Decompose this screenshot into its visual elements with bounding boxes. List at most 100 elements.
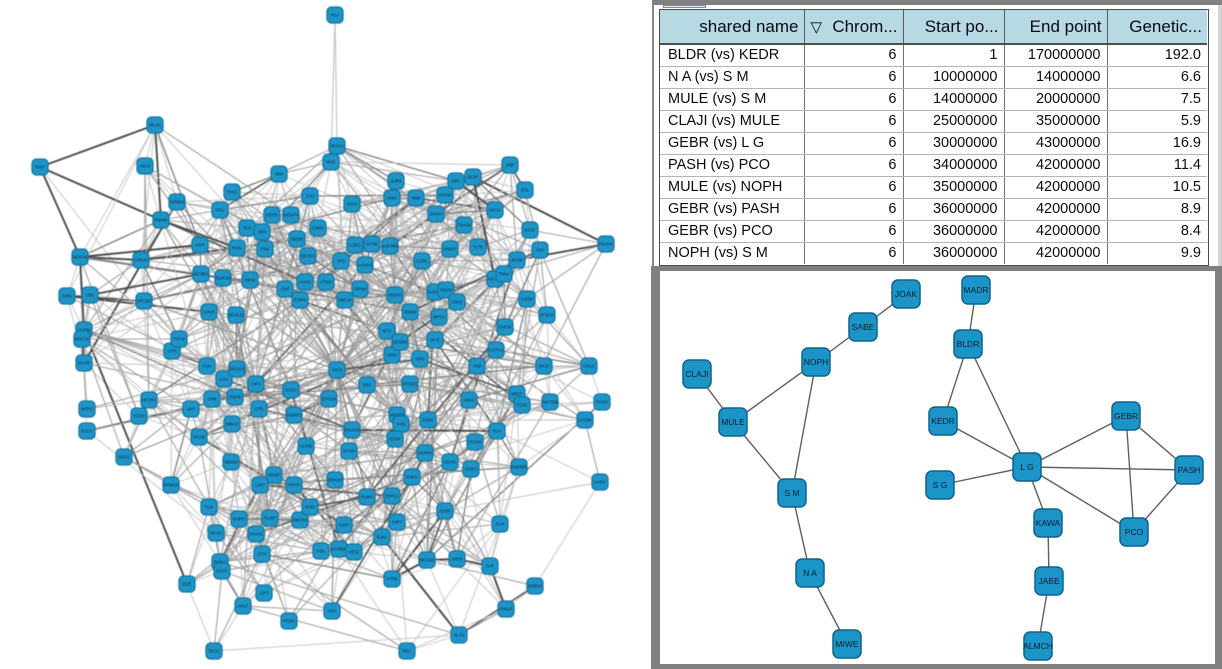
svg-text:KIWS: KIWS <box>423 418 434 423</box>
svg-text:MPOJ: MPOJ <box>433 315 445 320</box>
svg-text:EHPG: EHPG <box>233 517 245 522</box>
svg-text:BCKLB: BCKLB <box>229 313 243 318</box>
svg-text:RPVU: RPVU <box>386 494 398 499</box>
svg-text:IOUV: IOUV <box>347 202 357 207</box>
svg-text:GEBR: GEBR <box>1114 411 1138 421</box>
svg-text:CLAJI: CLAJI <box>685 369 708 379</box>
svg-text:OVFW: OVFW <box>499 325 512 330</box>
svg-text:LNAO: LNAO <box>299 280 311 285</box>
svg-text:VFKRP: VFKRP <box>390 413 404 418</box>
svg-text:PCO: PCO <box>1125 527 1144 537</box>
svg-text:LVDW: LVDW <box>521 297 533 302</box>
svg-text:VJIS: VJIS <box>397 422 406 427</box>
svg-text:CGRL: CGRL <box>416 259 428 264</box>
svg-text:WPBIN: WPBIN <box>170 200 184 205</box>
svg-text:UMF: UMF <box>505 163 515 168</box>
svg-text:OPB: OPB <box>208 397 217 402</box>
svg-text:FKOH: FKOH <box>596 400 608 405</box>
svg-text:SLOJ: SLOJ <box>454 633 464 638</box>
svg-text:RPMCN: RPMCN <box>163 483 178 488</box>
svg-text:N A: N A <box>803 568 817 578</box>
svg-text:NMPBR: NMPBR <box>511 465 526 470</box>
svg-text:HOFB: HOFB <box>229 395 241 400</box>
svg-text:RLMP: RLMP <box>264 516 276 521</box>
svg-text:NEET: NEET <box>511 392 523 397</box>
svg-text:HFORV: HFORV <box>142 398 157 403</box>
svg-text:OJNT: OJNT <box>339 523 350 528</box>
svg-text:KFGM: KFGM <box>343 449 356 454</box>
svg-text:GHH: GHH <box>387 353 396 358</box>
svg-text:RLA: RLA <box>493 429 501 434</box>
svg-text:DKVC: DKVC <box>210 531 222 536</box>
svg-text:POWJ: POWJ <box>283 619 295 624</box>
svg-text:RPFP: RPFP <box>288 483 299 488</box>
svg-text:MTV: MTV <box>383 329 392 334</box>
svg-text:BLTP: BLTP <box>468 175 478 180</box>
svg-text:HIFV: HIFV <box>251 382 261 387</box>
svg-text:SFR: SFR <box>258 230 266 235</box>
svg-text:ALMCH: ALMCH <box>1023 641 1053 651</box>
svg-text:NAMBN: NAMBN <box>331 547 346 552</box>
svg-text:MAFIV: MAFIV <box>331 144 344 149</box>
svg-text:VDKRC: VDKRC <box>287 413 302 418</box>
svg-text:VPS: VPS <box>337 259 346 264</box>
svg-text:VMA: VMA <box>274 172 283 177</box>
svg-text:MKSSG: MKSSG <box>419 558 434 563</box>
svg-text:SDUV: SDUV <box>118 455 130 460</box>
svg-text:NDG: NDG <box>326 160 335 165</box>
svg-text:KAWA: KAWA <box>1036 518 1061 528</box>
svg-text:OLBUW: OLBUW <box>215 276 230 281</box>
svg-text:AKRPP: AKRPP <box>418 451 432 456</box>
svg-text:LOUH: LOUH <box>203 310 215 315</box>
svg-text:HCUJ: HCUJ <box>489 208 500 213</box>
svg-text:JOAK: JOAK <box>895 289 918 299</box>
svg-text:KMV: KMV <box>35 165 44 170</box>
svg-text:FLN: FLN <box>205 505 213 510</box>
svg-text:KUH: KUH <box>203 364 212 369</box>
svg-text:UVDM: UVDM <box>78 328 91 333</box>
svg-text:S G: S G <box>933 480 948 490</box>
svg-text:EUUR: EUUR <box>78 361 90 366</box>
svg-text:JVBU: JVBU <box>62 294 73 299</box>
svg-text:JABE: JABE <box>1038 576 1060 586</box>
svg-text:KEDR: KEDR <box>931 416 955 426</box>
svg-text:NOPH: NOPH <box>804 357 829 367</box>
svg-text:DWJUG: DWJUG <box>344 428 359 433</box>
svg-text:MADR: MADR <box>963 285 988 295</box>
svg-text:TGSC: TGSC <box>516 403 528 408</box>
svg-text:EJCA: EJCA <box>82 429 93 434</box>
svg-text:TOOH: TOOH <box>133 414 145 419</box>
svg-text:LAU: LAU <box>220 377 228 382</box>
svg-text:BRKSP: BRKSP <box>328 478 342 483</box>
svg-text:EVPN: EVPN <box>294 298 305 303</box>
svg-text:NWE: NWE <box>411 196 421 201</box>
svg-text:KOITI: KOITI <box>217 569 228 574</box>
svg-text:SRJA: SRJA <box>539 364 550 369</box>
svg-text:CWNI: CWNI <box>312 226 323 231</box>
svg-text:VTKO: VTKO <box>320 280 332 285</box>
svg-text:LVET: LVET <box>255 483 266 488</box>
svg-text:MUDD: MUDD <box>389 293 402 298</box>
svg-text:JLAK: JLAK <box>495 522 505 527</box>
svg-text:NEJJ: NEJJ <box>140 164 150 169</box>
svg-text:VODF: VODF <box>389 437 401 442</box>
svg-text:TVPW: TVPW <box>173 337 185 342</box>
svg-text:ASU: ASU <box>536 248 545 253</box>
svg-text:GPD: GPD <box>415 357 424 362</box>
svg-text:KKH: KKH <box>328 609 337 614</box>
svg-text:GSFWM: GSFWM <box>382 244 399 249</box>
svg-text:BLDR: BLDR <box>957 339 980 349</box>
svg-text:NNGVA: NNGVA <box>75 337 90 342</box>
svg-text:TNVUK: TNVUK <box>457 223 471 228</box>
svg-text:UKF: UKF <box>187 407 196 412</box>
svg-text:JURS: JURS <box>391 179 402 184</box>
svg-text:EJKL: EJKL <box>377 535 388 540</box>
svg-text:UTN: UTN <box>168 349 177 354</box>
svg-text:OTVAR: OTVAR <box>322 397 336 402</box>
svg-text:L G: L G <box>1020 462 1033 472</box>
svg-text:TKVC: TKVC <box>226 190 237 195</box>
svg-text:SOVW: SOVW <box>439 193 452 198</box>
svg-text:AMTJA: AMTJA <box>338 298 352 303</box>
svg-text:RJKR: RJKR <box>407 475 418 480</box>
svg-text:GNUI: GNUI <box>452 300 462 305</box>
